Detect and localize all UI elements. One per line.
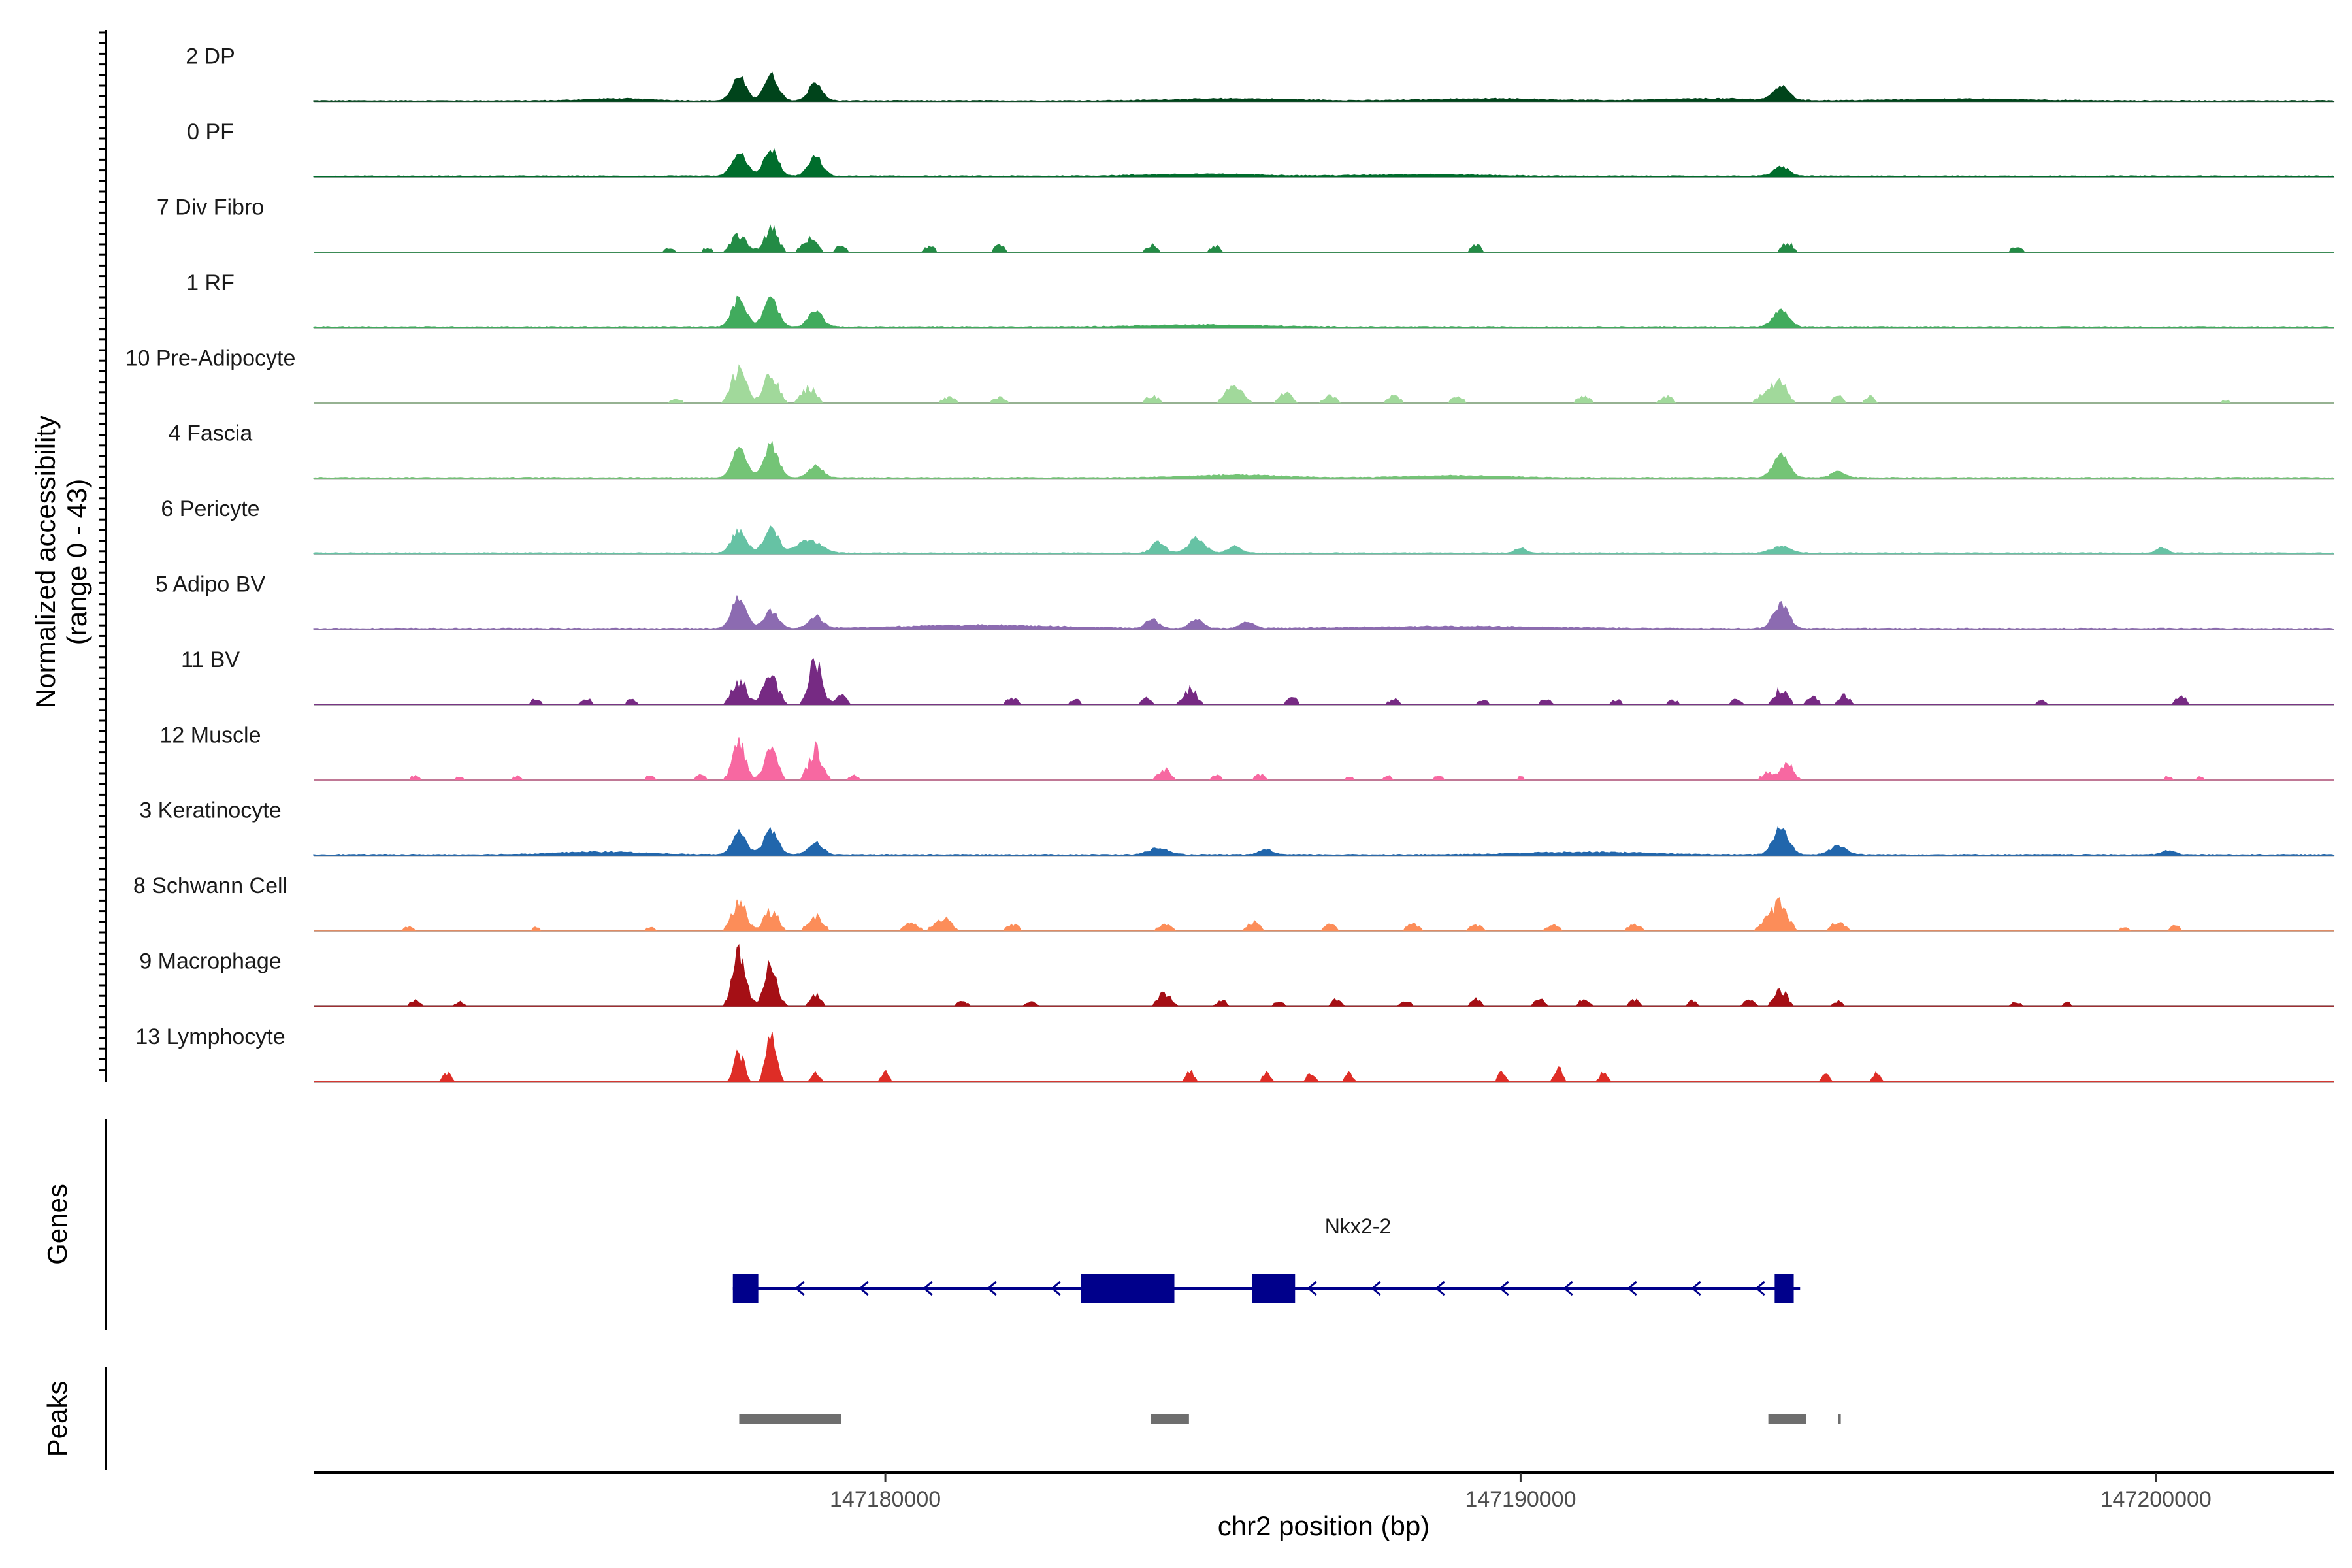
gene-exon xyxy=(1774,1274,1794,1303)
x-axis-title: chr2 position (bp) xyxy=(1218,1511,1430,1541)
coverage-area xyxy=(314,1032,2334,1083)
track-4-fascia: 4 Fascia xyxy=(169,421,2335,480)
gene-strand-arrow xyxy=(1499,1281,1509,1296)
track-5-adipo-bv: 5 Adipo BV xyxy=(155,572,2334,630)
peak-region xyxy=(1838,1414,1841,1424)
coverage-tracks: 2 DP 0 PF 7 Div Fibro 1 RF 10 Pre-Adipocyte 4… xyxy=(125,44,2335,1083)
gene-strand-arrow xyxy=(1563,1281,1573,1296)
coverage-area xyxy=(313,295,2334,329)
track-1-rf: 1 RF xyxy=(186,270,2334,329)
coverage-y-axis-ticks xyxy=(99,31,106,1071)
track-10-pre-adipocyte: 10 Pre-Adipocyte xyxy=(125,346,2334,404)
track-7-div-fibro: 7 Div Fibro xyxy=(157,195,2334,253)
track-label: 10 Pre-Adipocyte xyxy=(125,346,296,370)
gene-strand-arrow xyxy=(1435,1281,1445,1296)
track-label: 2 DP xyxy=(186,44,235,69)
track-9-macrophage: 9 Macrophage xyxy=(139,943,2334,1007)
peak-region xyxy=(1768,1414,1806,1424)
x-axis-tick-label: 147200000 xyxy=(2100,1487,2212,1512)
peak-region xyxy=(1151,1414,1189,1424)
track-2-dp: 2 DP xyxy=(186,44,2335,103)
gene-track: Nkx2-2 xyxy=(732,1215,1801,1303)
gene-strand-arrow xyxy=(1371,1281,1381,1296)
y-axis-title-line1: Normalized accessibility xyxy=(30,416,61,708)
track-11-bv: 11 BV xyxy=(181,647,2334,706)
track-12-muscle: 12 Muscle xyxy=(160,723,2334,781)
gene-exon xyxy=(1252,1274,1296,1303)
track-label: 11 BV xyxy=(181,647,240,672)
track-6-pericyte: 6 Pericyte xyxy=(161,497,2335,555)
x-axis-tick-label: 147180000 xyxy=(830,1487,941,1512)
peaks-track-title: Peaks xyxy=(42,1381,73,1458)
coverage-area xyxy=(314,943,2334,1007)
coverage-area xyxy=(313,525,2335,555)
gene-strand-arrow xyxy=(1691,1281,1701,1296)
track-label: 3 Keratinocyte xyxy=(139,798,281,823)
gene-name-label: Nkx2-2 xyxy=(1325,1215,1391,1238)
coverage-area xyxy=(313,148,2335,178)
gene-strand-arrow xyxy=(858,1281,869,1296)
track-3-keratinocyte: 3 Keratinocyte xyxy=(139,798,2335,857)
gene-exon xyxy=(732,1274,759,1303)
track-label: 13 Lymphocyte xyxy=(135,1024,285,1049)
track-0-pf: 0 PF xyxy=(187,120,2335,178)
track-label: 12 Muscle xyxy=(160,723,261,747)
track-label: 9 Macrophage xyxy=(139,949,281,974)
track-label: 8 Schwann Cell xyxy=(133,874,287,898)
track-label: 6 Pericyte xyxy=(161,497,259,521)
track-8-schwann-cell: 8 Schwann Cell xyxy=(133,874,2334,932)
coverage-area xyxy=(314,896,2334,932)
gene-strand-arrow xyxy=(923,1281,933,1296)
track-label: 5 Adipo BV xyxy=(155,572,266,597)
track-label: 4 Fascia xyxy=(169,421,253,446)
gene-strand-arrow xyxy=(1051,1281,1061,1296)
coverage-area xyxy=(313,71,2335,102)
track-label: 0 PF xyxy=(187,120,234,144)
gene-exon xyxy=(1081,1274,1175,1303)
coverage-area xyxy=(314,737,2334,781)
track-13-lymphocyte: 13 Lymphocyte xyxy=(135,1024,2334,1083)
gene-strand-arrow xyxy=(987,1281,997,1296)
x-axis-ticks: 147180000 147190000 147200000 xyxy=(830,1473,2212,1512)
peak-track xyxy=(739,1414,1841,1424)
gene-strand-arrow xyxy=(1627,1281,1637,1296)
coverage-area xyxy=(313,440,2335,479)
gene-strand-arrow xyxy=(1307,1281,1317,1296)
y-axis-title-line2: (range 0 - 43) xyxy=(61,479,92,645)
coverage-area xyxy=(314,657,2334,706)
track-label: 7 Div Fibro xyxy=(157,195,264,220)
genes-track-title: Genes xyxy=(42,1184,73,1265)
gene-strand-arrow xyxy=(1755,1281,1765,1296)
coverage-area xyxy=(313,826,2335,856)
coverage-area xyxy=(314,223,2334,253)
gene-strand-arrow xyxy=(794,1281,805,1296)
x-axis-tick-label: 147190000 xyxy=(1465,1487,1576,1512)
coverage-area xyxy=(313,595,2334,630)
peak-region xyxy=(739,1414,841,1424)
coverage-area xyxy=(314,364,2334,404)
track-label: 1 RF xyxy=(186,270,235,295)
